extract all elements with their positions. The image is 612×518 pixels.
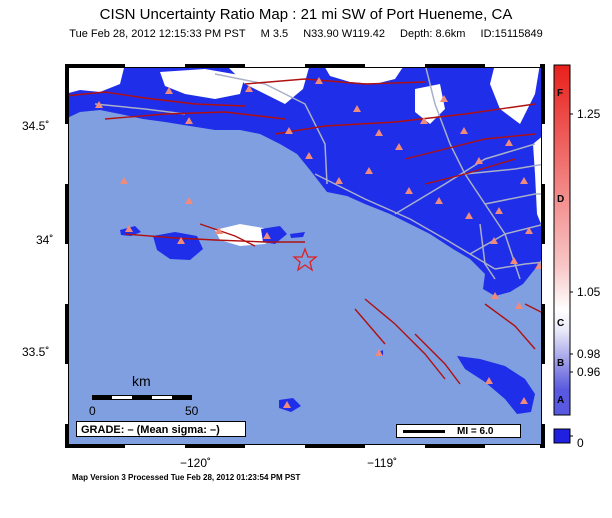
colorbar xyxy=(553,64,573,444)
low-ratio-patch xyxy=(323,64,405,84)
epicenter-star xyxy=(292,247,318,272)
island-san-nicolas xyxy=(279,398,301,412)
scale-unit: km xyxy=(132,373,151,389)
stations xyxy=(95,77,543,408)
mi-line xyxy=(403,430,445,433)
colorbar-tick: 0 xyxy=(577,436,584,450)
colorbar-tick: 0.98 xyxy=(577,347,601,361)
map-title: CISN Uncertainty Ratio Map : 21 mi SW of… xyxy=(99,6,513,23)
event-depth: Depth: 8.6km xyxy=(400,28,466,40)
low-ratio-patch xyxy=(225,64,310,104)
colorbar-tick: 1.25 xyxy=(577,107,601,121)
lat-label: 34.5˚ xyxy=(22,119,50,133)
colorbar-tick: 0.96 xyxy=(577,365,601,379)
faults xyxy=(65,78,545,385)
uncertainty-map xyxy=(65,64,545,448)
lat-label: 33.5˚ xyxy=(22,345,50,359)
mi-legend: MI = 6.0 xyxy=(396,424,521,438)
footer-version: Map Version 3 Processed Tue Feb 28, 2012… xyxy=(72,473,301,482)
event-subtitle: Tue Feb 28, 2012 12:15:33 PM PST M 3.5 N… xyxy=(0,28,612,40)
grade-letter-f: F xyxy=(557,88,564,99)
low-ratio-patch xyxy=(65,64,125,94)
grade-letter-d: D xyxy=(557,194,565,205)
event-id: ID:15115849 xyxy=(480,28,543,40)
grade-letter-a: A xyxy=(557,395,565,406)
event-datetime: Tue Feb 28, 2012 12:15:33 PM PST xyxy=(69,28,246,40)
scale-bar xyxy=(92,395,192,400)
island-santa-catalina xyxy=(457,356,535,414)
event-location: N33.90 W119.42 xyxy=(303,28,385,40)
island-anacapa xyxy=(290,232,305,238)
lon-label: −120˚ xyxy=(180,456,212,470)
colorbar-tick: 1.05 xyxy=(577,285,601,299)
grade-letter-c: C xyxy=(557,318,565,329)
lat-label: 34˚ xyxy=(36,233,54,247)
island-santa-cruz-east xyxy=(261,226,287,244)
scale-end: 50 xyxy=(185,404,199,418)
event-magnitude: M 3.5 xyxy=(260,28,289,40)
scale-start: 0 xyxy=(89,404,96,418)
grade-letter-b: B xyxy=(557,358,565,369)
mi-label: MI = 6.0 xyxy=(457,426,494,437)
grade-box: GRADE: – (Mean sigma: –) xyxy=(76,421,246,437)
low-ratio-patch xyxy=(415,84,445,124)
lon-label: −119˚ xyxy=(367,456,398,470)
roads xyxy=(94,64,545,280)
